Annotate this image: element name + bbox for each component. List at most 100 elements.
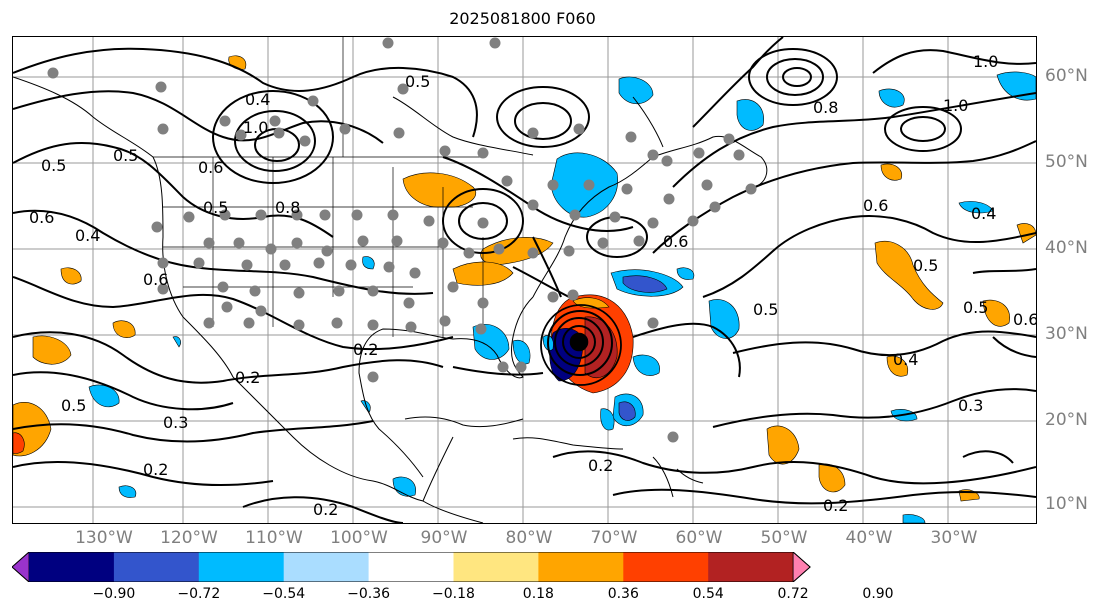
longitude-label: 80°W <box>505 528 553 548</box>
observation-dot <box>219 115 231 127</box>
contour-label: 0.2 <box>588 456 613 475</box>
contour-label: 0.4 <box>893 350 918 369</box>
cold-patch <box>362 256 375 270</box>
cold-patch <box>600 408 615 431</box>
observation-dot <box>321 245 333 257</box>
observation-dot <box>367 319 379 331</box>
observation-dot <box>625 131 637 143</box>
observation-dot <box>243 317 255 329</box>
observation-dot <box>547 291 559 303</box>
observation-dot <box>723 133 735 145</box>
longitude-label: 130°W <box>75 528 133 548</box>
contour-label: 0.6 <box>663 232 688 251</box>
observation-dot <box>291 209 303 221</box>
colorbar-segment <box>453 552 539 582</box>
colorbar-segment <box>368 552 454 582</box>
contour-label: 0.2 <box>823 496 848 515</box>
cold-patch <box>902 514 926 523</box>
contours <box>13 37 1036 523</box>
colorbar-tick-label: −0.72 <box>177 586 221 602</box>
warm-patch <box>32 335 72 365</box>
observation-dot <box>351 209 363 221</box>
colorbar <box>12 552 811 582</box>
observation-dot <box>279 259 291 271</box>
observation-dot <box>633 235 645 247</box>
colorbar-segment <box>198 552 285 582</box>
contour-label: 0.5 <box>405 72 430 91</box>
observation-dot <box>339 123 351 135</box>
observation-dot <box>463 247 475 259</box>
observation-dot <box>333 285 345 297</box>
colorbar-extend-low <box>12 552 30 582</box>
latitude-label: 10°N <box>1045 494 1088 514</box>
observation-dot <box>151 221 163 233</box>
observation-dot <box>583 179 595 191</box>
observation-dot <box>475 323 487 335</box>
observation-dot <box>745 183 757 195</box>
observation-dot <box>693 147 705 159</box>
colorbar-segment <box>283 552 370 582</box>
longitude-label: 100°W <box>330 528 388 548</box>
contour-label: 1.0 <box>243 118 268 137</box>
observation-dot <box>527 127 539 139</box>
contour-label: 0.6 <box>143 270 168 289</box>
contour-label: 0.6 <box>1013 310 1036 329</box>
observation-dot <box>687 215 699 227</box>
observation-dot <box>193 257 205 269</box>
warm-patch <box>886 355 909 377</box>
contour-labels: 0.5 0.6 0.4 0.5 0.6 0.2 0.2 0.3 0.5 0.2 0.2 0.2 0.2 0… <box>29 52 1036 519</box>
observation-dot <box>313 257 325 269</box>
observation-dot <box>265 243 277 255</box>
warm-patch <box>60 267 82 285</box>
cold-patch <box>958 201 994 214</box>
cold-patch <box>88 384 120 408</box>
colorbar-tick-label: 0.36 <box>607 586 639 602</box>
latitude-label: 40°N <box>1045 238 1088 258</box>
state-borders <box>153 37 484 337</box>
cold-patch <box>676 267 695 280</box>
contour-label: 0.4 <box>971 204 996 223</box>
observation-dot <box>255 305 267 317</box>
observation-dot <box>391 235 403 247</box>
observation-dot <box>447 281 459 293</box>
colorbar-segment <box>708 552 794 582</box>
cold-patch <box>708 299 740 339</box>
map-canvas: 0.5 0.6 0.4 0.5 0.6 0.2 0.2 0.3 0.5 0.2 0.2 0.2 0.2 0… <box>13 37 1036 523</box>
longitude-label: 120°W <box>160 528 218 548</box>
longitude-label: 90°W <box>420 528 468 548</box>
colorbar-segment <box>113 552 200 582</box>
observation-dot <box>233 237 245 249</box>
observation-dot <box>663 193 675 205</box>
latitude-label: 60°N <box>1045 66 1088 86</box>
colorbar-tick-label: −0.54 <box>262 586 306 602</box>
contour-label: 0.3 <box>163 413 188 432</box>
observation-dot <box>367 285 379 297</box>
observation-dot <box>331 317 343 329</box>
observation-dot <box>489 37 501 49</box>
observation-dot <box>319 209 331 221</box>
longitude-label: 30°W <box>930 528 978 548</box>
warm-patch <box>874 241 944 310</box>
observation-dot <box>221 301 233 313</box>
contour-label: 0.8 <box>275 198 300 217</box>
coastlines <box>13 76 768 523</box>
observation-dot <box>609 211 621 223</box>
observation-dot <box>255 209 267 221</box>
observation-dot <box>409 267 421 279</box>
contour-label: 0.5 <box>963 298 988 317</box>
observation-dot <box>157 123 169 135</box>
observation-dot <box>439 315 451 327</box>
observation-dot <box>573 123 585 135</box>
cold-patch <box>736 99 764 131</box>
weather-map[interactable]: 0.5 0.6 0.4 0.5 0.6 0.2 0.2 0.3 0.5 0.2 0.2 0.2 0.2 0… <box>12 36 1037 524</box>
observation-dot <box>647 317 659 329</box>
observation-dot <box>47 67 59 79</box>
latitude-label: 50°N <box>1045 152 1088 172</box>
cold-patch <box>622 275 668 293</box>
contour-label: 0.6 <box>863 196 888 215</box>
observation-dot <box>157 283 169 295</box>
observation-dot <box>597 237 609 249</box>
colorbar-tick-label: −0.18 <box>432 586 475 602</box>
observation-dot <box>477 297 489 309</box>
latitude-label: 20°N <box>1045 410 1088 430</box>
